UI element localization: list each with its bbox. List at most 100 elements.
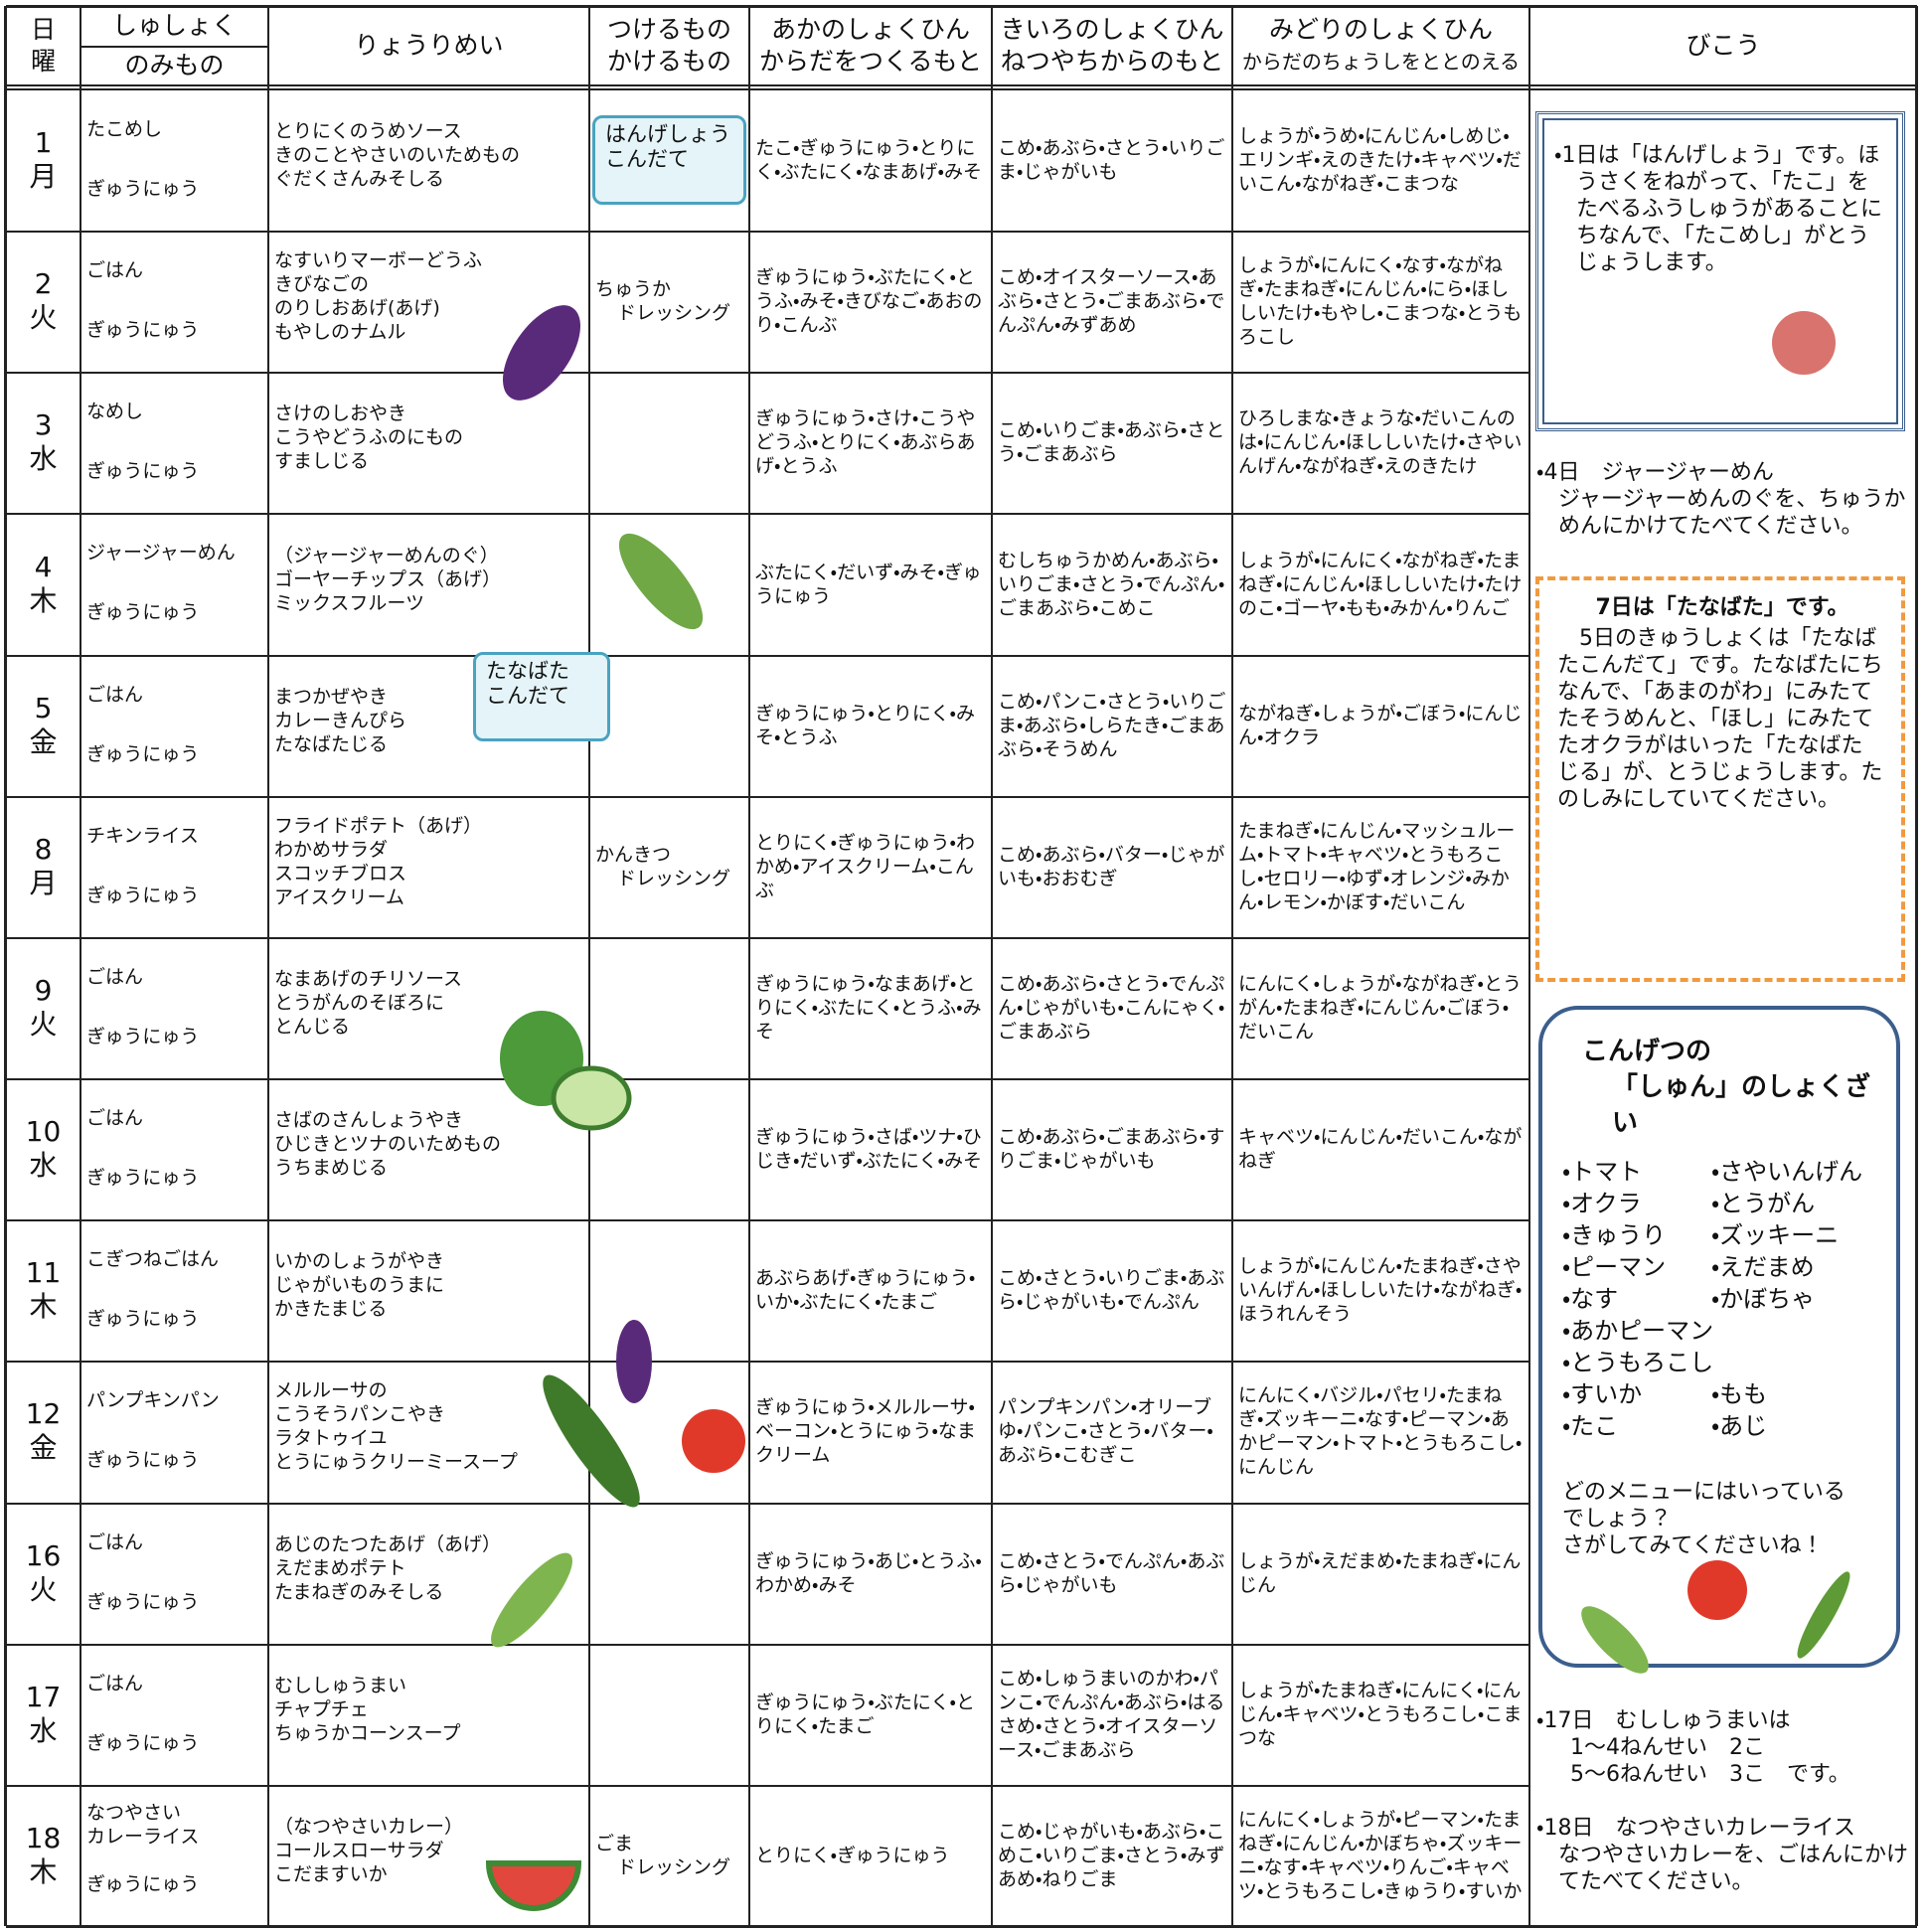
note-line: 5～6ねんせい 3こ です。 (1570, 1762, 1850, 1787)
dish: アイスクリーム (274, 886, 404, 908)
day: 1 (34, 126, 53, 160)
dish: チャプチェ (274, 1697, 369, 1720)
yellow-foods: パンプキンパン・オリーブゆ・パンこ・さとう・バター・あぶら・こむぎこ (998, 1396, 1213, 1467)
weekday: 火 (29, 301, 58, 335)
header-cell: 日曜 (6, 6, 80, 84)
day: 9 (34, 973, 53, 1007)
dish-cell: むししゅうまい チャプチェ ちゅうかコーンスープ (268, 1654, 589, 1765)
header-text: かけるもの (606, 46, 731, 76)
staple: パンプキンパン (86, 1389, 220, 1412)
dish: きびなごの (274, 273, 370, 296)
dish: ちゅうかコーンスープ (274, 1721, 461, 1744)
yellow-foods: こめ・あぶら・さとう・でんぷん・じゃがいも・こんにゃく・ごまあぶら (998, 972, 1225, 1043)
weekday: 水 (29, 1149, 58, 1183)
day: 3 (34, 408, 53, 442)
staple-cell: ジャージャーめん (80, 523, 268, 582)
season-row: ・なす ・かぼちゃ (1562, 1286, 1880, 1318)
weekday: 金 (29, 1431, 58, 1465)
drink: ぎゅうにゅう (86, 1590, 200, 1613)
dish: もやしのナムル (274, 321, 406, 344)
header-cell: りょうりめい (268, 6, 589, 84)
menu-label-text: はんげしょう (605, 122, 730, 146)
day: 17 (25, 1680, 62, 1713)
header-text: のみもの (124, 51, 225, 80)
green-foods: しょうが・にんじん・たまねぎ・さやいんげん・ほししいたけ・ながねぎ・ほうれんそう (1238, 1255, 1523, 1326)
note-line: ジャージャーめんのぐを、ちゅうかめんにかけてたべてください。 (1558, 487, 1906, 539)
dish-cell: いかのしょうがやき じゃがいものうまに かきたまじる (268, 1229, 589, 1341)
menu-label: はんげしょう こんだて (592, 115, 746, 205)
dish: スコッチブロス (274, 862, 407, 885)
condiment-cell (589, 1219, 749, 1361)
day: 16 (25, 1538, 62, 1572)
weekday: 月 (29, 866, 58, 899)
staple-cell: ごはん (80, 1513, 268, 1572)
header-text: びこう (1686, 30, 1761, 60)
dish: いかのしょうがやき (274, 1250, 445, 1273)
condiment-cell (589, 655, 749, 796)
staple: ごはん (86, 1107, 144, 1130)
row-line (6, 1643, 1529, 1646)
note: ・4日 ジャージャーめん ジャージャーめんのぐを、ちゅうかめんにかけてたべてくださ… (1536, 459, 1914, 568)
season-row: ・あかピーマン (1562, 1318, 1880, 1350)
green-foods: ひろしまな・きょうな・だいこんのは・にんじん・ほししいたけ・さやいんげん・ながね… (1238, 407, 1523, 478)
season-item: ・あじ (1711, 1412, 1768, 1440)
yellow-foods: こめ・さとう・いりごま・あぶら・じゃがいも・でんぷん (998, 1267, 1225, 1314)
red-foods: とりにく・ぎゅうにゅう (755, 1844, 950, 1866)
dish: コールスローサラダ (274, 1839, 444, 1861)
dish: ぐだくさんみそしる (274, 168, 445, 191)
dish-cell: あじのたつたあげ（あげ） えだまめポテト たまねぎのみそしる (268, 1513, 589, 1624)
header-text: りょうりめい (354, 30, 504, 60)
note-box: ・1日は「はんげしょう」です。ほうさくをねがって、「たこ」をたべるふうしゅうがあ… (1535, 111, 1905, 431)
staple: ごはん (86, 1672, 144, 1694)
column-line (1915, 6, 1918, 1926)
condiment-cell: かんきつ ドレッシング (589, 796, 749, 937)
drink: ぎゅうにゅう (86, 1872, 200, 1895)
drink: ぎゅうにゅう (86, 178, 200, 200)
staple-cell: チキンライス (80, 806, 268, 866)
day-cell: 18 木 (6, 1785, 80, 1926)
season-items: ・トマト ・さやいんげん ・オクラ ・とうがん ・きゅうり ・ズッキーニ ・ピーマン ・えだま… (1562, 1159, 1880, 1445)
note-text: ・1日は「はんげしょう」です。ほうさくをねがって、「たこ」をたべるふうしゅうがあ… (1554, 143, 1883, 275)
weekday: 木 (29, 1290, 58, 1324)
day: 11 (25, 1256, 62, 1290)
weekday: 木 (29, 1854, 58, 1888)
row-line (6, 372, 1529, 375)
dish-cell: まつかぜやき カレーきんぴら たなばたじる (268, 665, 589, 776)
weekday: 火 (29, 1007, 58, 1041)
red-foods: とりにく・ぎゅうにゅう・わかめ・アイスクリーム・こんぶ (755, 831, 975, 901)
header-text: つけるもの (606, 14, 731, 44)
bottom-line (6, 1925, 1917, 1928)
row-line (6, 936, 1529, 939)
note-line: でしょう？ (1562, 1507, 1673, 1531)
drink: ぎゅうにゅう (86, 460, 200, 483)
header-text: みどりのしょくひん (1268, 14, 1493, 44)
menu-label: たなばた こんだて (473, 651, 610, 741)
yellow-foods: こめ・じゃがいも・あぶら・こめこ・いりごま・さとう・みずあめ・ねりごま (998, 1820, 1225, 1890)
row-line (6, 513, 1529, 516)
staple-cell: なめし (80, 382, 268, 441)
dish: むししゅうまい (274, 1674, 407, 1696)
yellow-foods: こめ・あぶら・ごまあぶら・すりごま・じゃがいも (998, 1126, 1225, 1173)
condiment-cell (589, 1361, 749, 1502)
drink: ぎゅうにゅう (86, 742, 200, 765)
staple-cell: こぎつねごはん (80, 1229, 268, 1289)
green-foods: にんにく・バジル・パセリ・たまねぎ・ズッキーニ・なす・ピーマン・あかピーマン・ト… (1238, 1384, 1523, 1479)
note: ・18日 なつやさいカレーライス なつやさいカレーを、ごはんにかけてたべてください… (1536, 1815, 1914, 1924)
red-foods: ぎゅうにゅう・さけ・こうやどうふ・とりにく・あぶらあげ・とうふ (755, 407, 976, 478)
column-line (1528, 6, 1530, 1926)
dish: ひじきとツナのいためもの (274, 1133, 502, 1156)
header-cell: のみもの (80, 47, 268, 84)
season-row: ・たこ ・あじ (1562, 1413, 1880, 1445)
weekday: 水 (29, 442, 58, 476)
dish-cell: なすいりマーボーどうふ きびなごの のりしおあげ(あげ) もやしのナムル (268, 241, 589, 352)
condiment-cell (589, 1644, 749, 1785)
red-foods: あぶらあげ・ぎゅうにゅう・いか・ぶたにく・たまご (755, 1267, 976, 1314)
staple: ごはん (86, 683, 144, 706)
green-foods: しょうが・にんにく・なす・ながねぎ・たまねぎ・にんじん・にら・ほししいたけ・もや… (1238, 254, 1523, 349)
staple-cell: パンプキンパン (80, 1370, 268, 1430)
dish: じゃがいものうまに (274, 1274, 445, 1297)
tanabata-box: 7日は「たなばた」です。 5日のきゅうしょくは「たなばたこんだて」です。たなばたに… (1535, 576, 1905, 982)
